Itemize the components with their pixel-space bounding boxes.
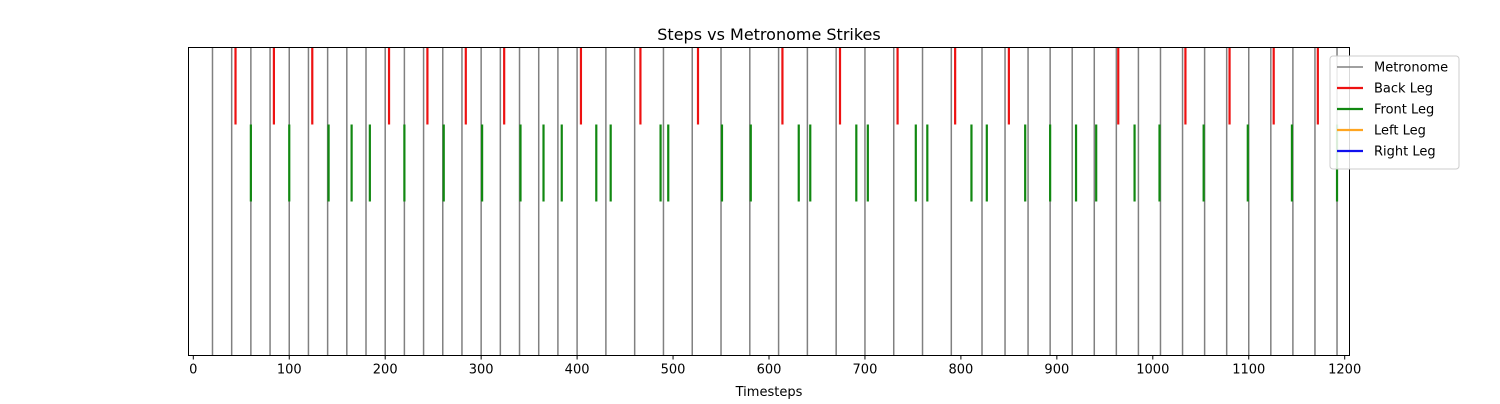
series-front-leg <box>249 124 1339 202</box>
x-tick-label-5: 500 <box>661 363 686 378</box>
x-tick-label-7: 700 <box>853 363 878 378</box>
legend-label-front-leg: Front Leg <box>1374 103 1434 118</box>
chart-title: Steps vs Metronome Strikes <box>657 25 880 44</box>
legend-label-metronome: Metronome <box>1374 61 1448 76</box>
x-tick-label-3: 300 <box>469 363 494 378</box>
x-tick-label-9: 900 <box>1044 363 1069 378</box>
x-tick-label-12: 1200 <box>1328 363 1361 378</box>
legend-label-left-leg: Left Leg <box>1374 124 1426 139</box>
x-tick-label-11: 1100 <box>1232 363 1265 378</box>
x-tick-label-4: 400 <box>565 363 590 378</box>
x-tick-label-2: 200 <box>373 363 398 378</box>
x-tick-label-1: 100 <box>277 363 302 378</box>
legend-label-back-leg: Back Leg <box>1374 82 1433 97</box>
x-tick-label-6: 600 <box>757 363 782 378</box>
x-tick-label-0: 0 <box>189 363 197 378</box>
legend: Metronome Back Leg Front Leg Left Leg Right … <box>1329 55 1460 170</box>
legend-label-right-leg: Right Leg <box>1374 145 1436 160</box>
x-tick-label-10: 1000 <box>1136 363 1169 378</box>
series-metronome <box>211 47 1338 356</box>
x-axis-label: Timesteps <box>735 385 803 400</box>
x-tick-label-8: 800 <box>948 363 973 378</box>
marks-layer <box>211 47 1339 356</box>
legend-box <box>1329 55 1460 170</box>
x-axis: 0 100 200 300 400 500 600 700 800 900 1000 1100 1200 <box>189 355 1361 378</box>
series-back-leg <box>234 47 1319 125</box>
plot-frame <box>188 47 1350 356</box>
